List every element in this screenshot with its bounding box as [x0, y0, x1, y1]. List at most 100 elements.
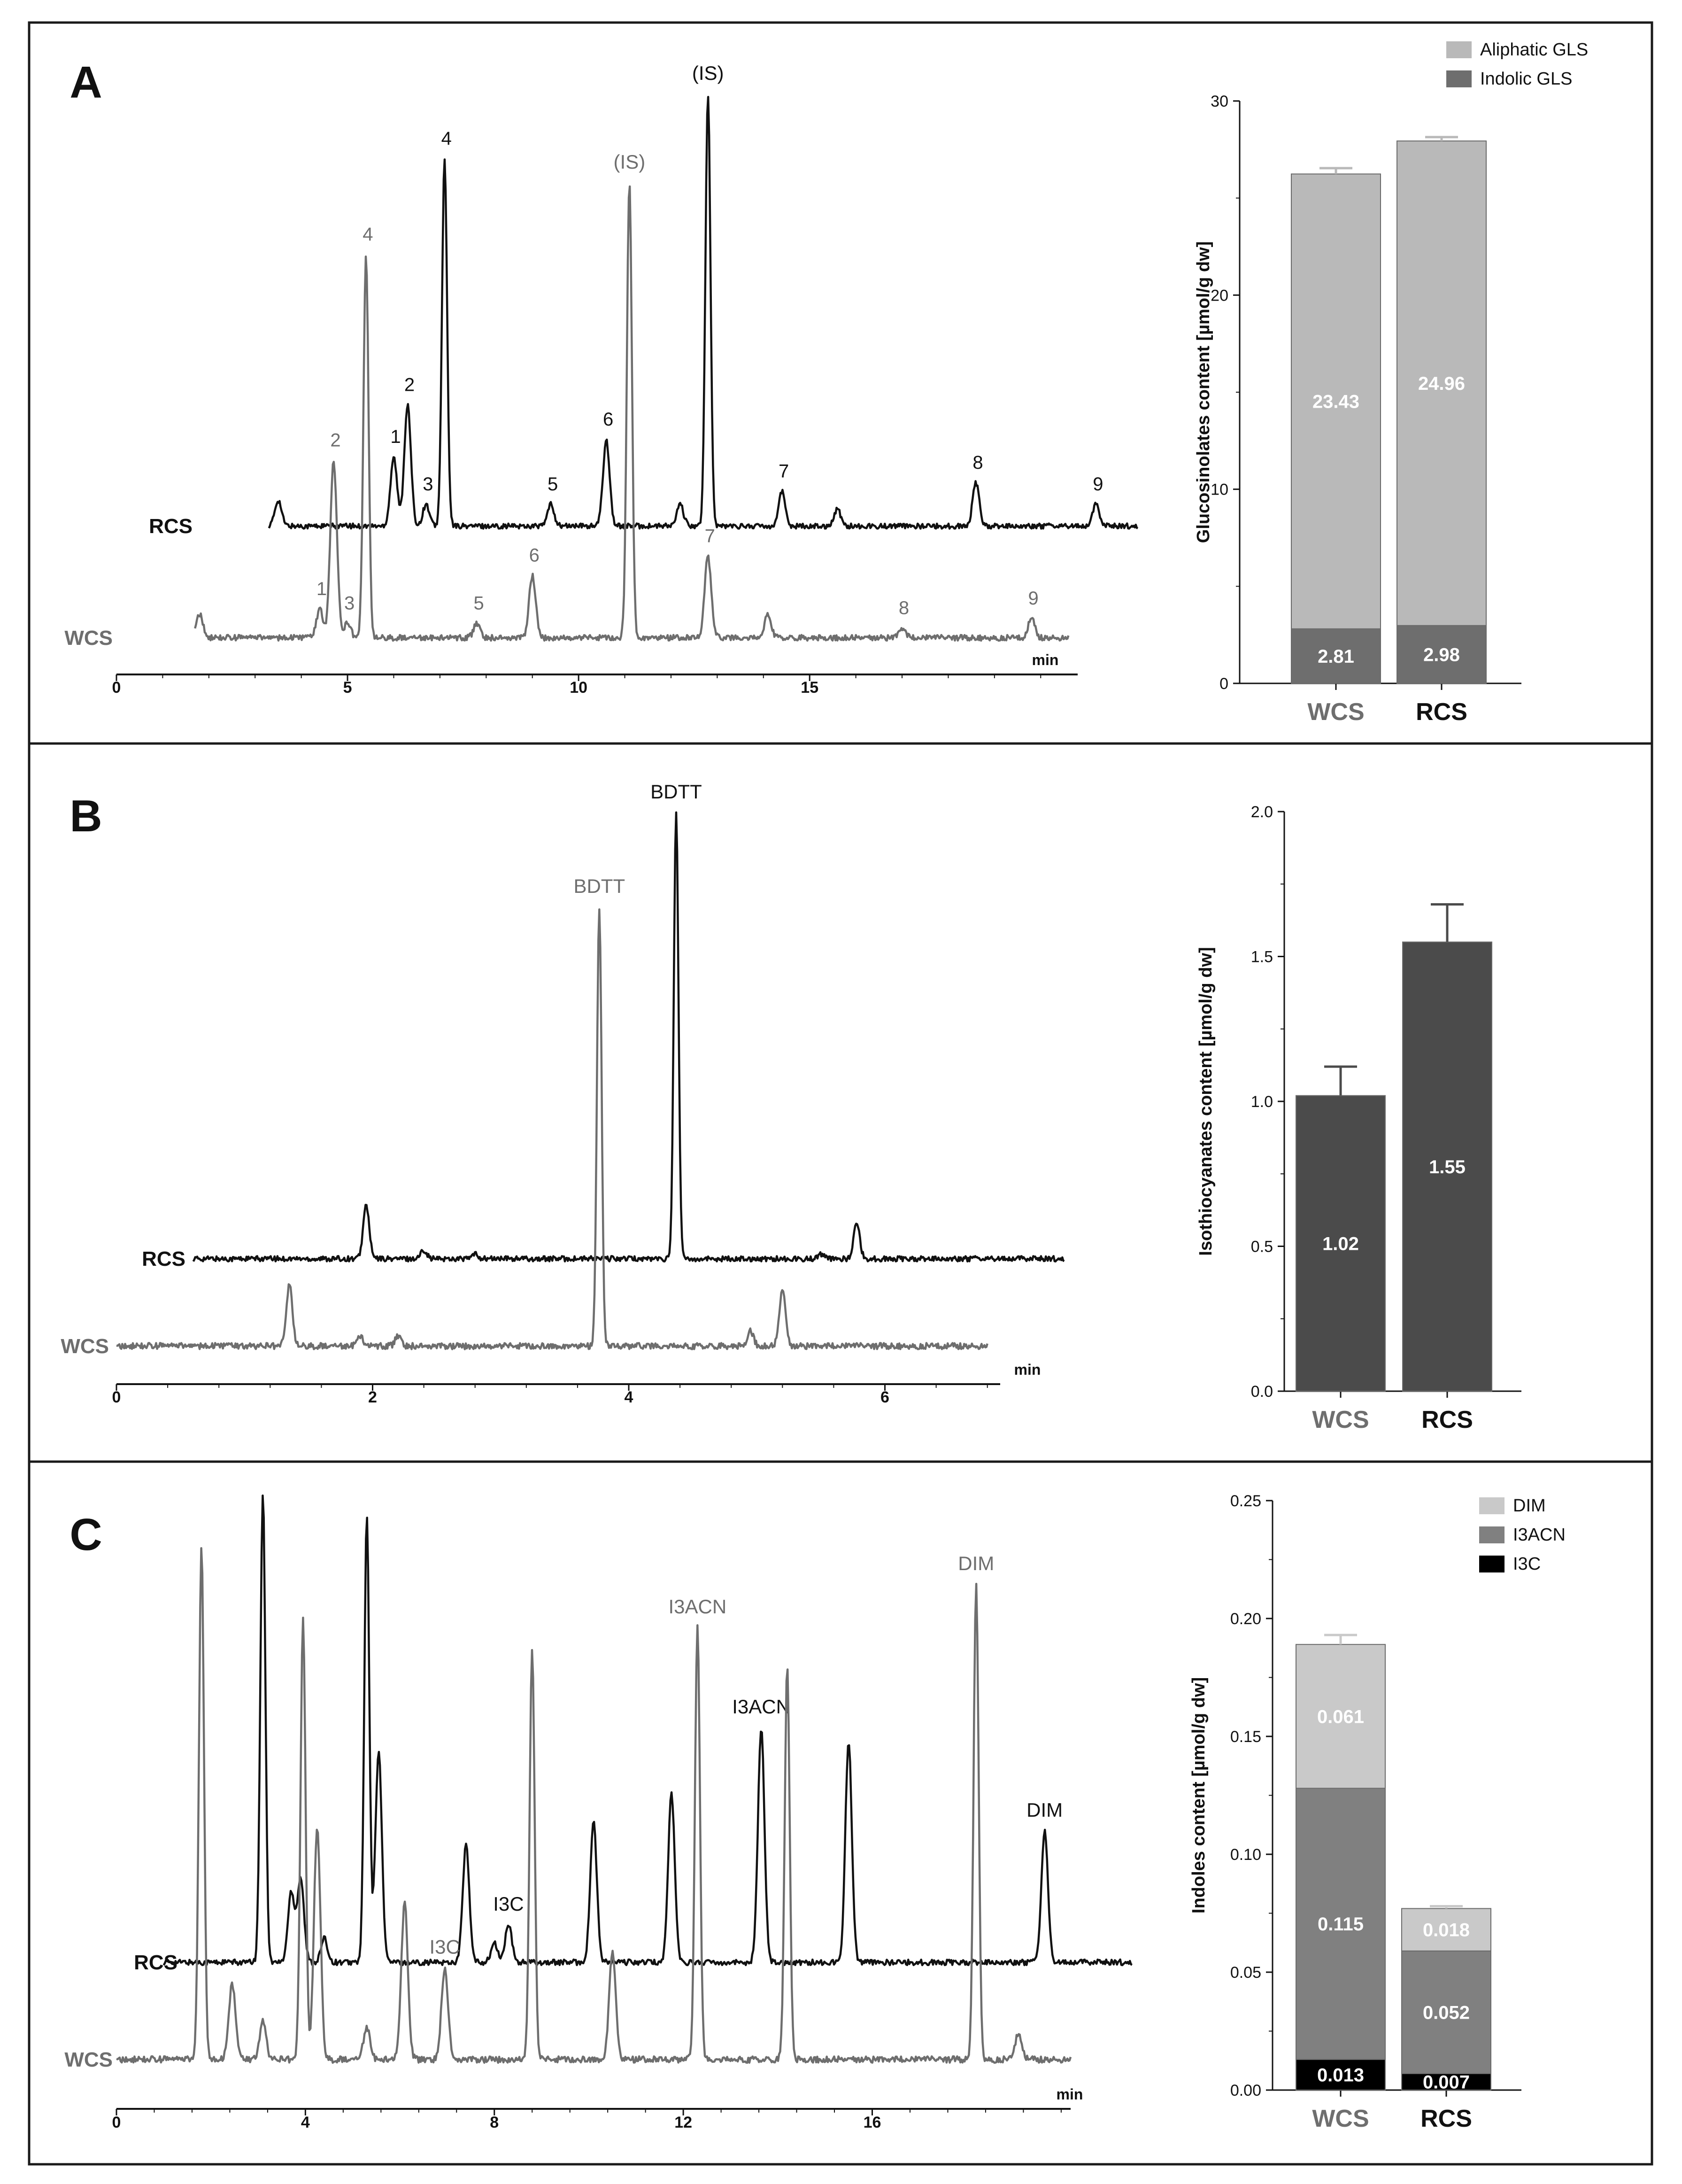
category-label: WCS [1312, 1406, 1369, 1433]
x-tick-label: 10 [570, 679, 587, 697]
bar-segment [1296, 1788, 1386, 2060]
peak-label: BDTT [573, 875, 625, 897]
category-label: RCS [1416, 698, 1467, 726]
bar-value-label: 1.02 [1322, 1233, 1359, 1254]
peak-label: 3 [423, 474, 433, 495]
x-tick-label: 0 [112, 2114, 121, 2131]
peak-label: 9 [1093, 474, 1103, 495]
peak-label: 5 [548, 474, 558, 495]
y-tick-label: 0.25 [1230, 1492, 1261, 1510]
chromatogram-trace-wcs [194, 185, 1070, 642]
x-axis-unit: min [1057, 2086, 1083, 2103]
bar-segment [1402, 941, 1492, 1392]
bar-segment [1296, 2059, 1386, 2091]
bar-value-label: 0.061 [1317, 1706, 1364, 1727]
bar-segment [1397, 625, 1487, 684]
peak-label: 7 [779, 461, 789, 481]
legend-label: I3C [1513, 1554, 1541, 1574]
y-tick-label: 0.15 [1230, 1728, 1261, 1746]
x-tick-label: 5 [343, 679, 352, 697]
peak-label: 4 [363, 224, 373, 245]
x-tick-label: 0 [112, 1388, 121, 1406]
chromatogram-C: 0 4 8 12 16 min RCS I3C I3ACN DIM WCS I3C I3ACN DIM [64, 1494, 1133, 2131]
legend-swatch [1446, 70, 1472, 87]
y-tick-label: 30 [1211, 93, 1228, 110]
y-tick-label: 1.5 [1251, 948, 1273, 966]
chromatogram-trace-wcs [116, 908, 988, 1350]
x-tick-label: 4 [301, 2114, 310, 2131]
panel-letter: A [69, 57, 102, 108]
trace-label-rcs: RCS [142, 1247, 185, 1270]
bar-segment [1397, 140, 1487, 626]
x-tick-label: 12 [674, 2114, 692, 2131]
figure-frame [28, 21, 1653, 2166]
category-label: WCS [1312, 2105, 1369, 2132]
peak-label: DIM [1026, 1799, 1063, 1821]
peak-label: DIM [958, 1552, 994, 1574]
x-axis-unit: min [1014, 1361, 1041, 1378]
y-tick-label: 0.0 [1251, 1383, 1273, 1401]
bar-value-label: 0.013 [1317, 2065, 1364, 2085]
bar-value-label: 1.55 [1429, 1157, 1466, 1177]
legend-swatch [1479, 1556, 1505, 1572]
bar-chart-B: 0.0 0.5 1.0 1.5 2.0 Isothiocyanates content [… [1196, 803, 1521, 1433]
bar-chart-C: 0.00 0.05 0.10 0.15 0.20 0.25 Indoles content … [1189, 1492, 1566, 2132]
legend-swatch [1479, 1526, 1505, 1543]
y-axis-label: Indoles content [µmol/g dw] [1189, 1677, 1209, 1913]
bar-value-label: 23.43 [1312, 392, 1359, 412]
bar-segment [1401, 2073, 1491, 2091]
x-tick-label: 0 [112, 679, 121, 697]
bar-value-label: 2.81 [1318, 646, 1354, 667]
y-tick-label: 0 [1219, 675, 1228, 693]
peak-label: 5 [474, 593, 484, 613]
x-tick-label: 2 [368, 1388, 377, 1406]
bar-chart-A: 0 10 20 30 Glucosinolates content [µmol/g dw… [1194, 40, 1588, 726]
category-label: RCS [1420, 2105, 1472, 2132]
category-label: WCS [1307, 698, 1364, 726]
y-tick-label: 0.20 [1230, 1610, 1261, 1628]
y-tick-label: 0.5 [1251, 1238, 1273, 1256]
peak-label: 6 [603, 409, 613, 430]
peak-label: 2 [330, 430, 340, 451]
x-tick-label: 6 [880, 1388, 889, 1406]
bar-value-label: 24.96 [1418, 373, 1465, 394]
peak-label: (IS) [614, 151, 646, 173]
x-tick-label: 4 [625, 1388, 633, 1406]
legend-label: Indolic GLS [1480, 69, 1572, 89]
peak-label: BDTT [650, 781, 702, 803]
peak-label: 1 [390, 426, 401, 447]
bar-value-label: 0.007 [1423, 2072, 1470, 2092]
chromatogram-A: 0 5 10 15 min RCS 1 2 3 4 5 6 (IS) 7 8 9 WCS 1 2 3 4 5 6 (IS) 7 8… [64, 62, 1139, 697]
category-label: RCS [1421, 1406, 1473, 1433]
peak-label: 1 [316, 579, 327, 599]
legend-label: I3ACN [1513, 1525, 1566, 1545]
peak-label: 9 [1028, 588, 1038, 609]
legend-label: Aliphatic GLS [1480, 40, 1588, 60]
peak-label: 8 [972, 452, 983, 473]
y-axis-label: Glucosinolates content [µmol/g dw] [1194, 241, 1213, 543]
y-tick-label: 10 [1211, 481, 1228, 499]
trace-label-wcs: WCS [64, 2048, 113, 2071]
legend-swatch [1479, 1497, 1505, 1514]
x-tick-label: 15 [801, 679, 818, 697]
y-tick-label: 20 [1211, 287, 1228, 304]
y-tick-label: 0.00 [1230, 2082, 1261, 2099]
bar-value-label: 0.115 [1318, 1914, 1364, 1935]
panel-frames [28, 21, 1653, 2166]
bar-value-label: 0.052 [1423, 2002, 1470, 2023]
chromatogram-trace-rcs [268, 96, 1139, 530]
y-tick-label: 2.0 [1251, 803, 1273, 821]
trace-label-wcs: WCS [64, 627, 113, 650]
peak-label: 8 [899, 598, 909, 619]
y-tick-label: 0.10 [1230, 1846, 1261, 1864]
bar-segment [1296, 1095, 1386, 1392]
panel-letter: C [69, 1510, 102, 1560]
trace-label-rcs: RCS [134, 1951, 177, 1974]
chromatogram-trace-wcs [116, 1547, 1072, 2064]
peak-label: 2 [404, 374, 415, 395]
peak-label: 4 [441, 128, 452, 149]
peak-label: 7 [705, 526, 715, 547]
x-tick-label: 8 [490, 2114, 499, 2131]
